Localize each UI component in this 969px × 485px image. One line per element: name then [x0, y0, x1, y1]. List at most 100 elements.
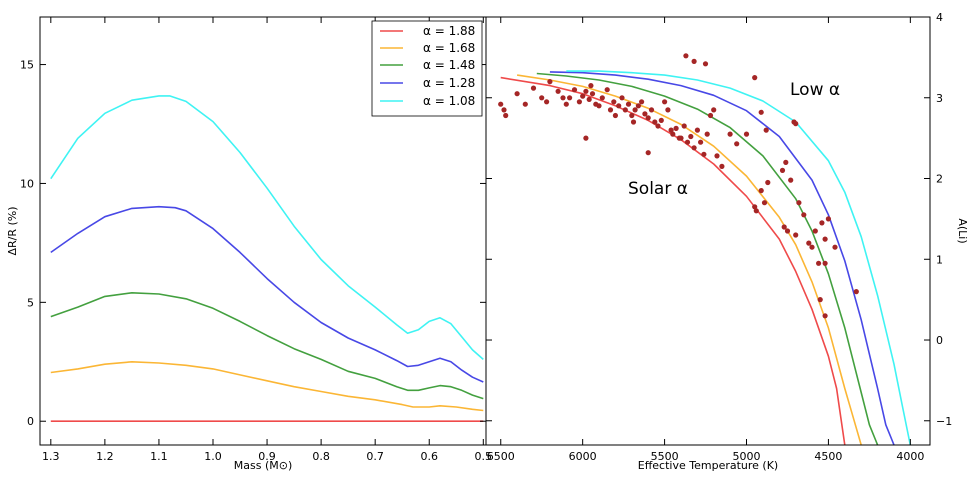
data-point [576, 99, 583, 105]
data-point [612, 112, 619, 119]
data-point [655, 123, 661, 129]
right-series-line-3 [549, 71, 895, 445]
data-point [783, 159, 789, 165]
right-y-ticks: −1 0 1 2 3 4 [486, 11, 952, 428]
left-x-axis-label: Mass (M⊙) [234, 459, 292, 472]
data-point [599, 95, 605, 101]
right-series-line-0 [500, 76, 846, 445]
legend-box [371, 20, 483, 117]
left-chart: 1.3 1.2 1.1 1.0 0.9 0.8 0.7 0.6 0.5 0 5 10 15 Mass … [6, 16, 492, 472]
legend-label-a108: α = 1.08 [423, 94, 475, 108]
data-point [544, 99, 550, 105]
data-point [765, 179, 771, 186]
data-point [678, 135, 684, 141]
data-point [604, 87, 610, 93]
right-y-tick-label: 3 [936, 92, 943, 105]
data-point [714, 153, 720, 159]
annotation-solar-alpha: Solar α [628, 179, 688, 199]
data-point [698, 139, 704, 145]
data-point [498, 101, 504, 107]
data-point [727, 131, 733, 137]
right-y-tick-label: −1 [936, 415, 952, 428]
data-point [607, 107, 614, 113]
left-x-tick-label: 1.2 [96, 450, 114, 463]
legend-label-a188: α = 1.88 [423, 24, 475, 38]
data-point [639, 99, 645, 105]
data-point [645, 115, 651, 121]
data-point [658, 117, 664, 123]
data-point [796, 200, 802, 206]
left-series-line-2 [50, 291, 484, 400]
data-point [691, 145, 697, 151]
legend-label-a148: α = 1.48 [423, 58, 475, 72]
data-point [522, 101, 528, 107]
data-point [752, 75, 758, 81]
data-point [702, 61, 709, 67]
data-point [503, 112, 509, 119]
right-chart: 6500 6000 5500 5000 4500 4000 −1 0 1 2 3 4 Effecti… [485, 11, 969, 472]
data-point [788, 177, 794, 183]
data-point [784, 228, 791, 234]
data-point [501, 107, 507, 113]
data-point [673, 125, 679, 131]
right-y-tick-label: 4 [936, 11, 943, 24]
left-series-line-1 [50, 360, 484, 412]
data-point [681, 123, 687, 129]
data-point [809, 244, 815, 250]
data-point [763, 127, 769, 133]
left-x-tick-label: 1.3 [42, 450, 60, 463]
data-point [583, 88, 589, 94]
data-point [753, 208, 759, 214]
data-point [635, 103, 642, 109]
data-point [622, 107, 628, 113]
data-point [734, 141, 740, 147]
data-point [719, 163, 725, 169]
data-point [761, 200, 768, 206]
data-point [616, 103, 622, 109]
left-x-tick-label: 0.5 [475, 450, 493, 463]
data-point [652, 119, 658, 125]
data-point [648, 107, 655, 113]
data-point [662, 99, 668, 105]
left-x-tick-label: 1.0 [204, 450, 222, 463]
data-point [704, 131, 710, 137]
data-point [571, 87, 578, 93]
left-series-line-4 [50, 95, 484, 361]
annotation-low-alpha: Low α [790, 80, 840, 100]
data-point [793, 121, 799, 127]
right-y-axis-label: A(Li) [956, 218, 969, 243]
left-x-tick-label: 1.1 [150, 450, 168, 463]
data-point [832, 244, 838, 250]
legend-label-a168: α = 1.68 [423, 41, 475, 55]
data-point [793, 232, 799, 238]
data-point [694, 127, 701, 133]
right-x-axis-label: Effective Temperature (K) [638, 459, 778, 472]
data-point [822, 313, 828, 319]
data-point [711, 107, 717, 113]
data-point [596, 103, 602, 109]
left-x-tick-label: 0.8 [312, 450, 330, 463]
legend: α = 1.88 α = 1.68 α = 1.48 α = 1.28 α = … [371, 20, 483, 117]
data-point [701, 151, 707, 157]
data-point [812, 228, 818, 234]
left-series-group [50, 95, 484, 423]
data-point [629, 112, 635, 119]
data-point [743, 131, 750, 137]
data-point [801, 212, 807, 218]
left-y-axis-label: ΔR/R (%) [6, 206, 19, 255]
data-point [825, 216, 832, 222]
data-point [816, 260, 822, 266]
data-point [665, 107, 671, 113]
data-point [567, 95, 573, 101]
left-y-tick-label: 0 [27, 415, 34, 428]
right-x-ticks: 6500 6000 5500 5000 4500 4000 [487, 17, 924, 463]
right-x-tick-label: 6000 [569, 450, 597, 463]
data-point [806, 240, 812, 246]
left-x-ticks: 1.3 1.2 1.1 1.0 0.9 0.8 0.7 0.6 0.5 [42, 17, 492, 463]
data-point [817, 297, 823, 303]
data-point [752, 204, 758, 210]
left-x-tick-label: 0.6 [420, 450, 438, 463]
left-y-ticks: 0 5 10 15 [20, 59, 486, 428]
data-point [668, 127, 674, 133]
left-y-tick-label: 5 [27, 296, 34, 309]
